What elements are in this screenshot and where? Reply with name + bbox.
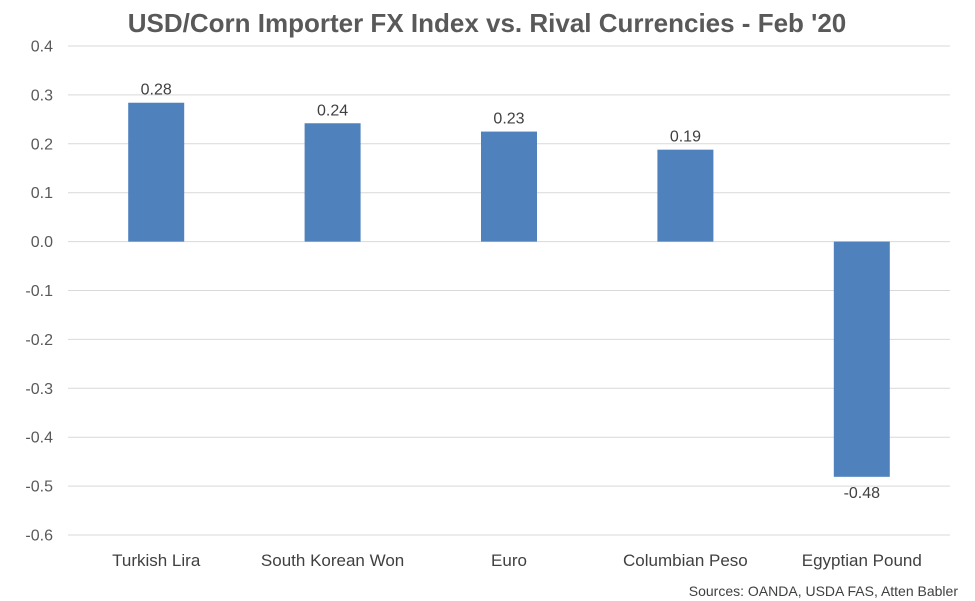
data-labels: 0.28 0.24 0.23 0.19 -0.48 <box>141 82 881 502</box>
y-tick-label: -0.1 <box>25 283 53 300</box>
data-label: 0.28 <box>141 82 172 99</box>
bar <box>833 241 890 477</box>
y-tick-label: -0.2 <box>25 332 53 349</box>
category-label: Turkish Lira <box>112 551 201 570</box>
source-note: Sources: OANDA, USDA FAS, Atten Babler <box>689 583 959 599</box>
chart-title: USD/Corn Importer FX Index vs. Rival Cur… <box>128 8 847 38</box>
category-label: Euro <box>491 551 527 570</box>
y-tick-label: -0.6 <box>25 528 53 545</box>
y-tick-label: 0.4 <box>31 39 53 56</box>
x-axis-category-labels: Turkish Lira South Korean Won Euro Columbia… <box>112 551 922 570</box>
category-label: Egyptian Pound <box>802 551 922 570</box>
data-label: 0.23 <box>493 111 524 128</box>
data-label: 0.24 <box>317 102 348 119</box>
data-label: 0.19 <box>670 129 701 146</box>
data-label: -0.48 <box>844 485 881 502</box>
y-tick-label: -0.5 <box>25 479 53 496</box>
y-axis-tick-labels: 0.4 0.3 0.2 0.1 0.0 -0.1 -0.2 -0.3 -0.4 -0.5 -0.6 <box>25 39 53 545</box>
y-tick-label: 0.2 <box>31 136 53 153</box>
bar <box>657 149 714 242</box>
bar <box>481 131 537 242</box>
y-tick-label: -0.4 <box>25 430 53 447</box>
y-tick-label: -0.3 <box>25 381 53 398</box>
category-label: South Korean Won <box>261 551 404 570</box>
category-label: Columbian Peso <box>623 551 748 570</box>
bars <box>128 102 890 477</box>
y-tick-label: 0.3 <box>31 87 53 104</box>
y-tick-label: 0.0 <box>31 234 53 251</box>
y-tick-label: 0.1 <box>31 185 53 202</box>
bar <box>128 102 185 242</box>
bar <box>304 123 361 242</box>
